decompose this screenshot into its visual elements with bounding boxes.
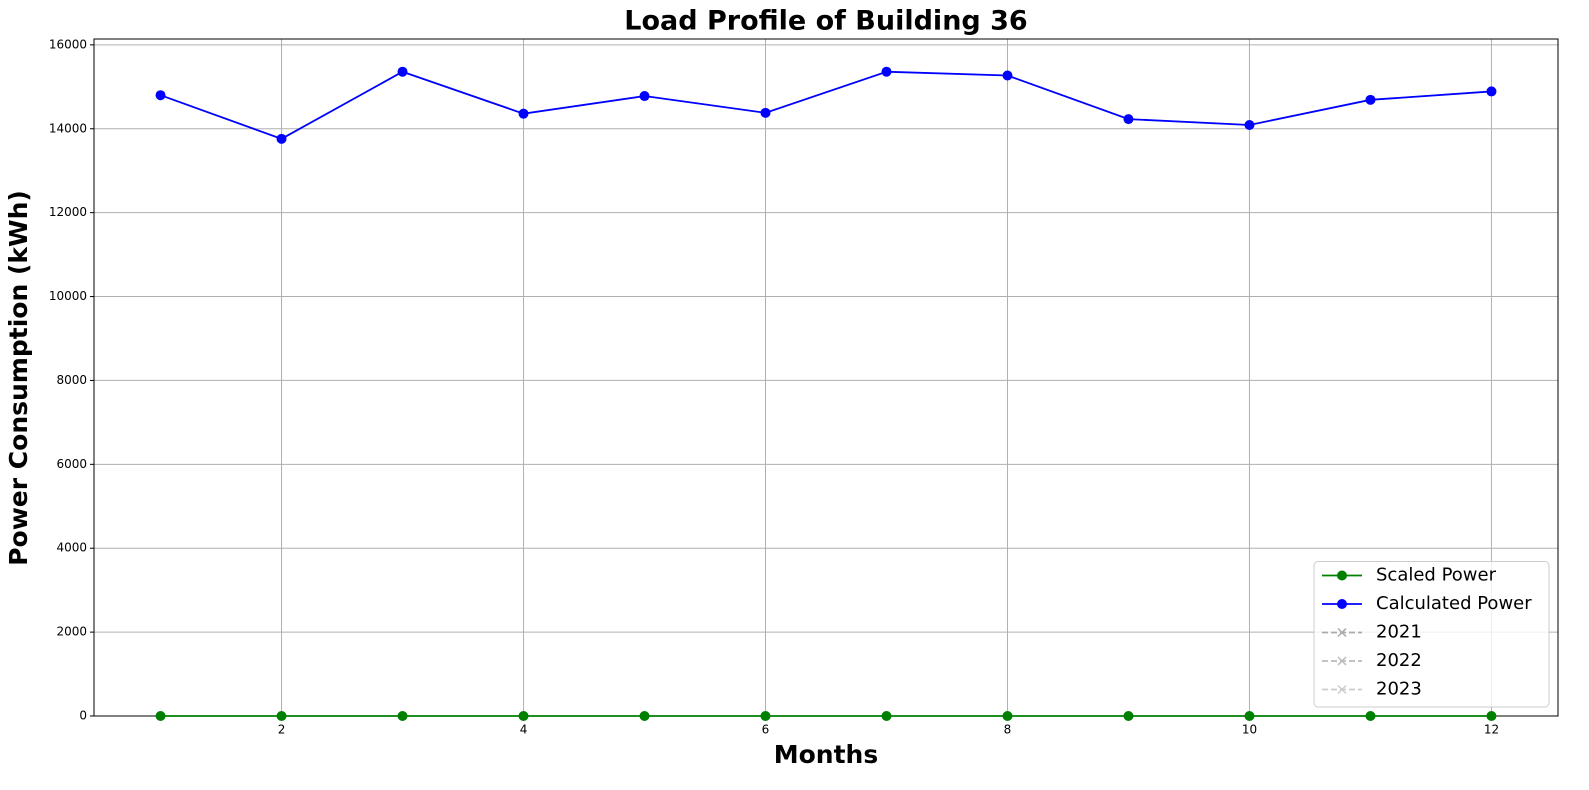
point: [276, 711, 287, 721]
legend-marker: [1337, 656, 1347, 666]
point: [1486, 711, 1497, 721]
legend-marker: [1337, 684, 1347, 695]
point: [1365, 94, 1376, 105]
legend-box: [1313, 561, 1550, 708]
y-tick-label: 2000: [56, 625, 87, 639]
point: [1002, 711, 1013, 721]
x-tick-label: 6: [762, 723, 770, 737]
point: [760, 711, 771, 721]
y-tick-label: 16000: [49, 37, 87, 51]
point: [760, 107, 771, 118]
point: [1244, 119, 1255, 130]
x-tick-label: 10: [1242, 723, 1257, 737]
y-tick-label: 12000: [49, 205, 87, 219]
point: [1002, 70, 1013, 81]
point: [881, 66, 892, 77]
x-axis-label: Months: [774, 740, 878, 769]
legend-label: Calculated Power: [1376, 593, 1532, 614]
y-tick-label: 14000: [49, 121, 87, 135]
point: [639, 91, 650, 102]
point: [397, 66, 408, 77]
x-tick-label: 4: [520, 723, 528, 737]
point: [518, 108, 529, 119]
y-axis-label: Power Consumption (kWh): [4, 190, 33, 566]
legend-label: 2022: [1376, 650, 1422, 671]
series-line: [160, 70, 1492, 140]
point: [1365, 711, 1376, 721]
point: [1486, 86, 1497, 97]
y-tick-label: 8000: [56, 373, 87, 387]
point: [881, 711, 892, 721]
point: [1123, 114, 1134, 125]
y-tick-label: 6000: [56, 457, 87, 471]
legend-marker: [1337, 599, 1347, 609]
x-tick-label: 12: [1484, 723, 1499, 737]
point: [518, 711, 529, 721]
y-tick-label: 0: [79, 709, 87, 723]
legend-marker: [1337, 627, 1347, 638]
y-tick-label: 4000: [56, 541, 87, 555]
legend: Scaled Power Calculated Power 2021 2022 2023: [1313, 561, 1550, 708]
legend-marker: [1337, 570, 1347, 581]
point: [276, 133, 287, 144]
point: [1244, 711, 1255, 721]
y-tick-label: 10000: [49, 289, 87, 303]
x-tick-label: 8: [1004, 723, 1012, 737]
x-tick-label: 2: [278, 723, 286, 737]
chart-title: Load Profile of Building 36: [624, 6, 1027, 37]
point: [397, 711, 408, 721]
legend-label: Scaled Power: [1376, 565, 1497, 586]
point: [1123, 711, 1134, 721]
legend-label: 2021: [1376, 622, 1422, 643]
point: [155, 90, 166, 101]
point: [155, 711, 166, 721]
legend-label: 2023: [1376, 679, 1422, 700]
point: [639, 711, 650, 721]
